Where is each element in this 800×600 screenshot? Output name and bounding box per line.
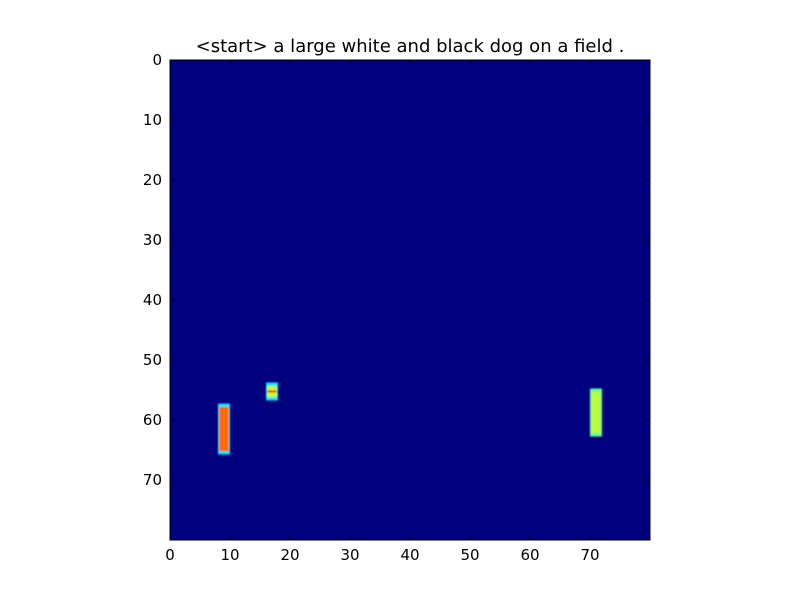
heatmap-cell [590, 388, 602, 437]
x-tick-label: 40 [400, 546, 419, 564]
y-tick-label: 70 [143, 471, 162, 489]
heatmap-background [170, 60, 650, 540]
y-tick-label: 0 [152, 51, 162, 69]
heatmap-cells [218, 382, 602, 455]
y-axis: 0 10 20 30 40 50 60 70 [143, 51, 650, 489]
x-axis: 0 10 20 30 40 50 60 70 [165, 60, 600, 564]
y-tick-label: 10 [143, 111, 162, 129]
y-tick-label: 20 [143, 171, 162, 189]
heatmap-cell-peak [267, 390, 277, 393]
chart-title: <start> a large white and black dog on a… [196, 36, 625, 57]
x-tick-label: 10 [220, 546, 239, 564]
x-tick-label: 30 [340, 546, 359, 564]
heatmap-cell-core [219, 406, 229, 452]
x-tick-label: 70 [580, 546, 599, 564]
heatmap-cell-core [591, 391, 601, 434]
y-tick-label: 50 [143, 351, 162, 369]
heatmap-cell [266, 382, 278, 401]
x-tick-label: 20 [280, 546, 299, 564]
x-tick-label: 60 [520, 546, 539, 564]
x-tick-label: 0 [165, 546, 175, 564]
y-tick-label: 40 [143, 291, 162, 309]
y-tick-label: 60 [143, 411, 162, 429]
x-tick-label: 50 [460, 546, 479, 564]
heatmap-cell [218, 403, 230, 455]
y-tick-label: 30 [143, 231, 162, 249]
